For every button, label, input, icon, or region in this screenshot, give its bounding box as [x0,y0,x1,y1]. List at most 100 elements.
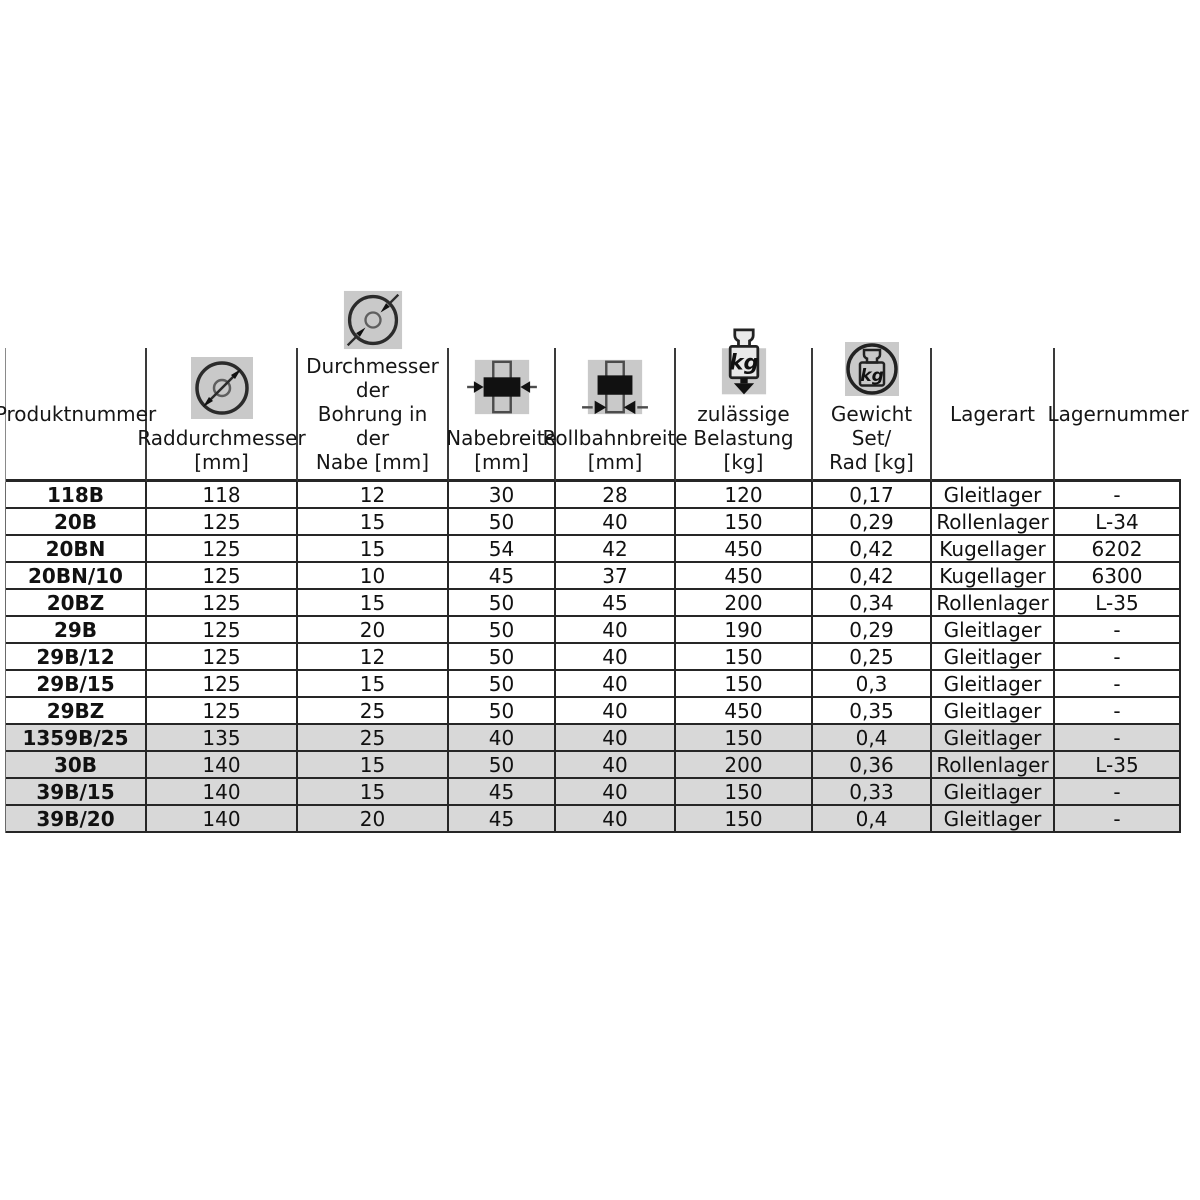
table-body: 118B 118 12 30 28 120 0,17 Gleitlager -20B 125 15 5… [5,482,1181,833]
table-row-39b-15: 39B/15 140 15 45 40 150 0,33 Gleitlager - [6,779,1181,806]
product-number-cell: 39B/20 [6,806,147,833]
value-cell: 40 [556,725,676,752]
product-number-cell: 20BN [6,536,147,563]
value-cell: 6202 [1055,536,1181,563]
value-cell: 125 [147,617,298,644]
value-cell: - [1055,779,1181,806]
value-cell: 42 [556,536,676,563]
tread-width-icon [582,359,648,415]
value-cell: 50 [449,617,556,644]
table-row-1359b-25: 1359B/25 135 25 40 40 150 0,4 Gleitlager - [6,725,1181,752]
value-cell: 135 [147,725,298,752]
value-cell: 50 [449,590,556,617]
value-cell: Kugellager [932,536,1055,563]
value-cell: 15 [298,536,449,563]
table-row-29bz: 29BZ 125 25 50 40 450 0,35 Gleitlager - [6,698,1181,725]
value-cell: 15 [298,590,449,617]
column-header-bohrungsdurchmesser: Durchmesser der Bohrung in der Nabe [mm] [298,290,449,482]
value-cell: 200 [676,752,813,779]
value-cell: Gleitlager [932,671,1055,698]
value-cell: 150 [676,644,813,671]
value-cell: 20 [298,806,449,833]
product-number-cell: 29B [6,617,147,644]
value-cell: 50 [449,752,556,779]
value-cell: Kugellager [932,563,1055,590]
value-cell: Gleitlager [932,806,1055,833]
product-number-cell: 20B [6,509,147,536]
value-cell: Gleitlager [932,698,1055,725]
value-cell: 40 [556,806,676,833]
column-header-gewicht: kg Gewicht Set/ Rad [kg] [813,342,932,482]
table-row-20b: 20B 125 15 50 40 150 0,29 Rollenlager L-34 [6,509,1181,536]
value-cell: 0,4 [813,725,932,752]
value-cell: 150 [676,806,813,833]
value-cell: Gleitlager [932,482,1055,509]
value-cell: 150 [676,779,813,806]
value-cell: - [1055,725,1181,752]
column-header-label: Lagernummer [1047,401,1189,426]
column-header-label: Gewicht Set/ Rad [kg] [829,402,914,474]
value-cell: 40 [556,671,676,698]
table-row-30b: 30B 140 15 50 40 200 0,36 Rollenlager L-35 [6,752,1181,779]
value-cell: 190 [676,617,813,644]
value-cell: 15 [298,752,449,779]
table-row-20bn: 20BN 125 15 54 42 450 0,42 Kugellager 6202 [6,536,1181,563]
value-cell: 0,4 [813,806,932,833]
value-cell: 45 [449,779,556,806]
value-cell: 40 [556,509,676,536]
value-cell: 140 [147,806,298,833]
value-cell: 54 [449,536,556,563]
value-cell: 118 [147,482,298,509]
value-cell: 140 [147,779,298,806]
value-cell: 28 [556,482,676,509]
column-header-label: Produktnummer [0,401,157,426]
value-cell: 450 [676,698,813,725]
column-header-raddurchmesser: Raddurchmesser [mm] [137,348,306,482]
value-cell: 0,33 [813,779,932,806]
column-header-rollbahnbreite: Rollbahnbreite [mm] [542,348,688,482]
value-cell: - [1055,617,1181,644]
value-cell: 125 [147,644,298,671]
product-number-cell: 20BN/10 [6,563,147,590]
value-cell: 0,17 [813,482,932,509]
value-cell: - [1055,806,1181,833]
value-cell: 0,42 [813,536,932,563]
column-header-label: Rollbahnbreite [mm] [542,426,688,474]
value-cell: 12 [298,482,449,509]
column-header-label: zulässige Belastung [kg] [693,402,794,474]
value-cell: 45 [449,563,556,590]
value-cell: L-34 [1055,509,1181,536]
value-cell: 0,29 [813,509,932,536]
product-number-cell: 1359B/25 [6,725,147,752]
value-cell: 40 [449,725,556,752]
value-cell: Gleitlager [932,725,1055,752]
value-cell: 200 [676,590,813,617]
column-header-produktnummer: Produktnummer [0,348,156,482]
table-header-row: Produktnummer Raddurchmesser [mm] [0,290,1189,482]
set-weight-icon: kg [844,342,899,396]
value-cell: 150 [676,725,813,752]
value-cell: Rollenlager [932,590,1055,617]
value-cell: - [1055,644,1181,671]
value-cell: 450 [676,563,813,590]
value-cell: 125 [147,671,298,698]
wheel-diameter-icon [190,357,253,419]
value-cell: - [1055,482,1181,509]
value-cell: 6300 [1055,563,1181,590]
value-cell: 12 [298,644,449,671]
value-cell: 15 [298,779,449,806]
load-capacity-icon: kg [721,328,766,395]
kg-label: kg [729,349,758,374]
product-number-cell: 39B/15 [6,779,147,806]
value-cell: Rollenlager [932,509,1055,536]
column-header-label: Durchmesser der Bohrung in der Nabe [mm] [306,354,439,474]
value-cell: 150 [676,671,813,698]
value-cell: 40 [556,752,676,779]
product-number-cell: 29B/12 [6,644,147,671]
column-header-label: Raddurchmesser [mm] [137,426,306,474]
bore-diameter-icon [343,290,402,350]
value-cell: 50 [449,698,556,725]
value-cell: 40 [556,779,676,806]
value-cell: L-35 [1055,590,1181,617]
value-cell: 40 [556,644,676,671]
